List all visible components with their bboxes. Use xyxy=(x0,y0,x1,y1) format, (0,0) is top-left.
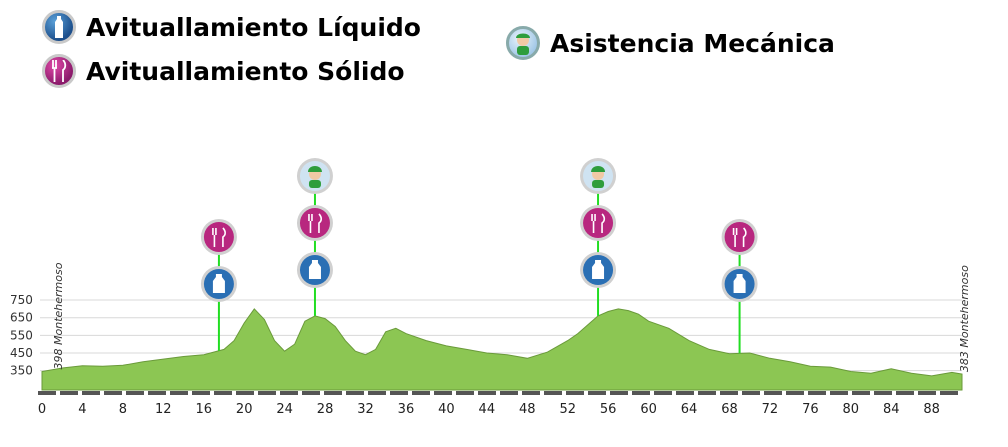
x-tick-label: 52 xyxy=(559,402,576,417)
end-label: 383 Montehermoso xyxy=(958,265,971,372)
legend-liquid-label: Avituallamiento Líquido xyxy=(86,12,421,42)
start-label: 398 Montehermoso xyxy=(52,262,65,369)
mechanic-body xyxy=(308,180,321,188)
cutlery-icon xyxy=(42,54,76,88)
x-tick-label: 36 xyxy=(398,402,415,417)
x-tick-label: 84 xyxy=(883,402,900,417)
x-tick-label: 12 xyxy=(155,402,172,417)
legend-mechanical: Asistencia Mecánica xyxy=(506,26,835,60)
mechanic-cap xyxy=(307,166,322,172)
x-tick-label: 72 xyxy=(762,402,779,417)
x-tick-label: 68 xyxy=(721,402,738,417)
legend-mechanical-label: Asistencia Mecánica xyxy=(550,28,835,58)
y-tick-label: 550 xyxy=(10,328,33,342)
water-bottle-icon xyxy=(42,10,76,44)
water-bottle-glyph xyxy=(733,274,746,293)
elevation-area xyxy=(41,308,963,391)
y-tick-label: 450 xyxy=(10,346,33,360)
legend-solid-label: Avituallamiento Sólido xyxy=(86,56,405,86)
x-tick-label: 28 xyxy=(317,402,334,417)
mechanic-cap xyxy=(591,166,606,172)
x-tick-label: 80 xyxy=(843,402,860,417)
x-tick-label: 60 xyxy=(640,402,657,417)
x-tick-label: 20 xyxy=(236,402,253,417)
x-tick-label: 40 xyxy=(438,402,455,417)
x-tick-label: 48 xyxy=(519,402,536,417)
x-tick-label: 76 xyxy=(802,402,819,417)
cutlery-icon xyxy=(583,208,614,238)
cutlery-glyph xyxy=(212,227,226,247)
x-tick-label: 64 xyxy=(681,402,698,417)
y-tick-label: 650 xyxy=(10,311,33,325)
water-bottle-glyph xyxy=(212,274,225,293)
x-tick-label: 24 xyxy=(276,402,293,417)
mechanic-icon xyxy=(506,26,540,60)
x-tick-label: 0 xyxy=(38,402,46,417)
x-tick-label: 88 xyxy=(923,402,940,417)
mechanic-body xyxy=(592,180,605,188)
legend-liquid: Avituallamiento Líquido xyxy=(42,10,421,44)
cutlery-glyph xyxy=(308,213,323,233)
x-tick-label: 44 xyxy=(479,402,496,417)
cutlery-glyph xyxy=(591,213,606,233)
x-tick-label: 4 xyxy=(78,402,86,417)
cutlery-icon xyxy=(724,222,755,252)
legend-solid: Avituallamiento Sólido xyxy=(42,54,405,88)
cutlery-icon xyxy=(299,208,330,238)
x-tick-label: 16 xyxy=(195,402,212,417)
y-tick-label: 350 xyxy=(10,364,33,378)
y-tick-label: 750 xyxy=(10,293,33,307)
cutlery-icon xyxy=(203,222,234,252)
x-tick-label: 56 xyxy=(600,402,617,417)
water-bottle-glyph xyxy=(592,260,605,279)
x-tick-label: 8 xyxy=(119,402,127,417)
water-bottle-glyph xyxy=(308,260,321,279)
cutlery-glyph xyxy=(732,227,747,247)
x-tick-label: 32 xyxy=(357,402,374,417)
